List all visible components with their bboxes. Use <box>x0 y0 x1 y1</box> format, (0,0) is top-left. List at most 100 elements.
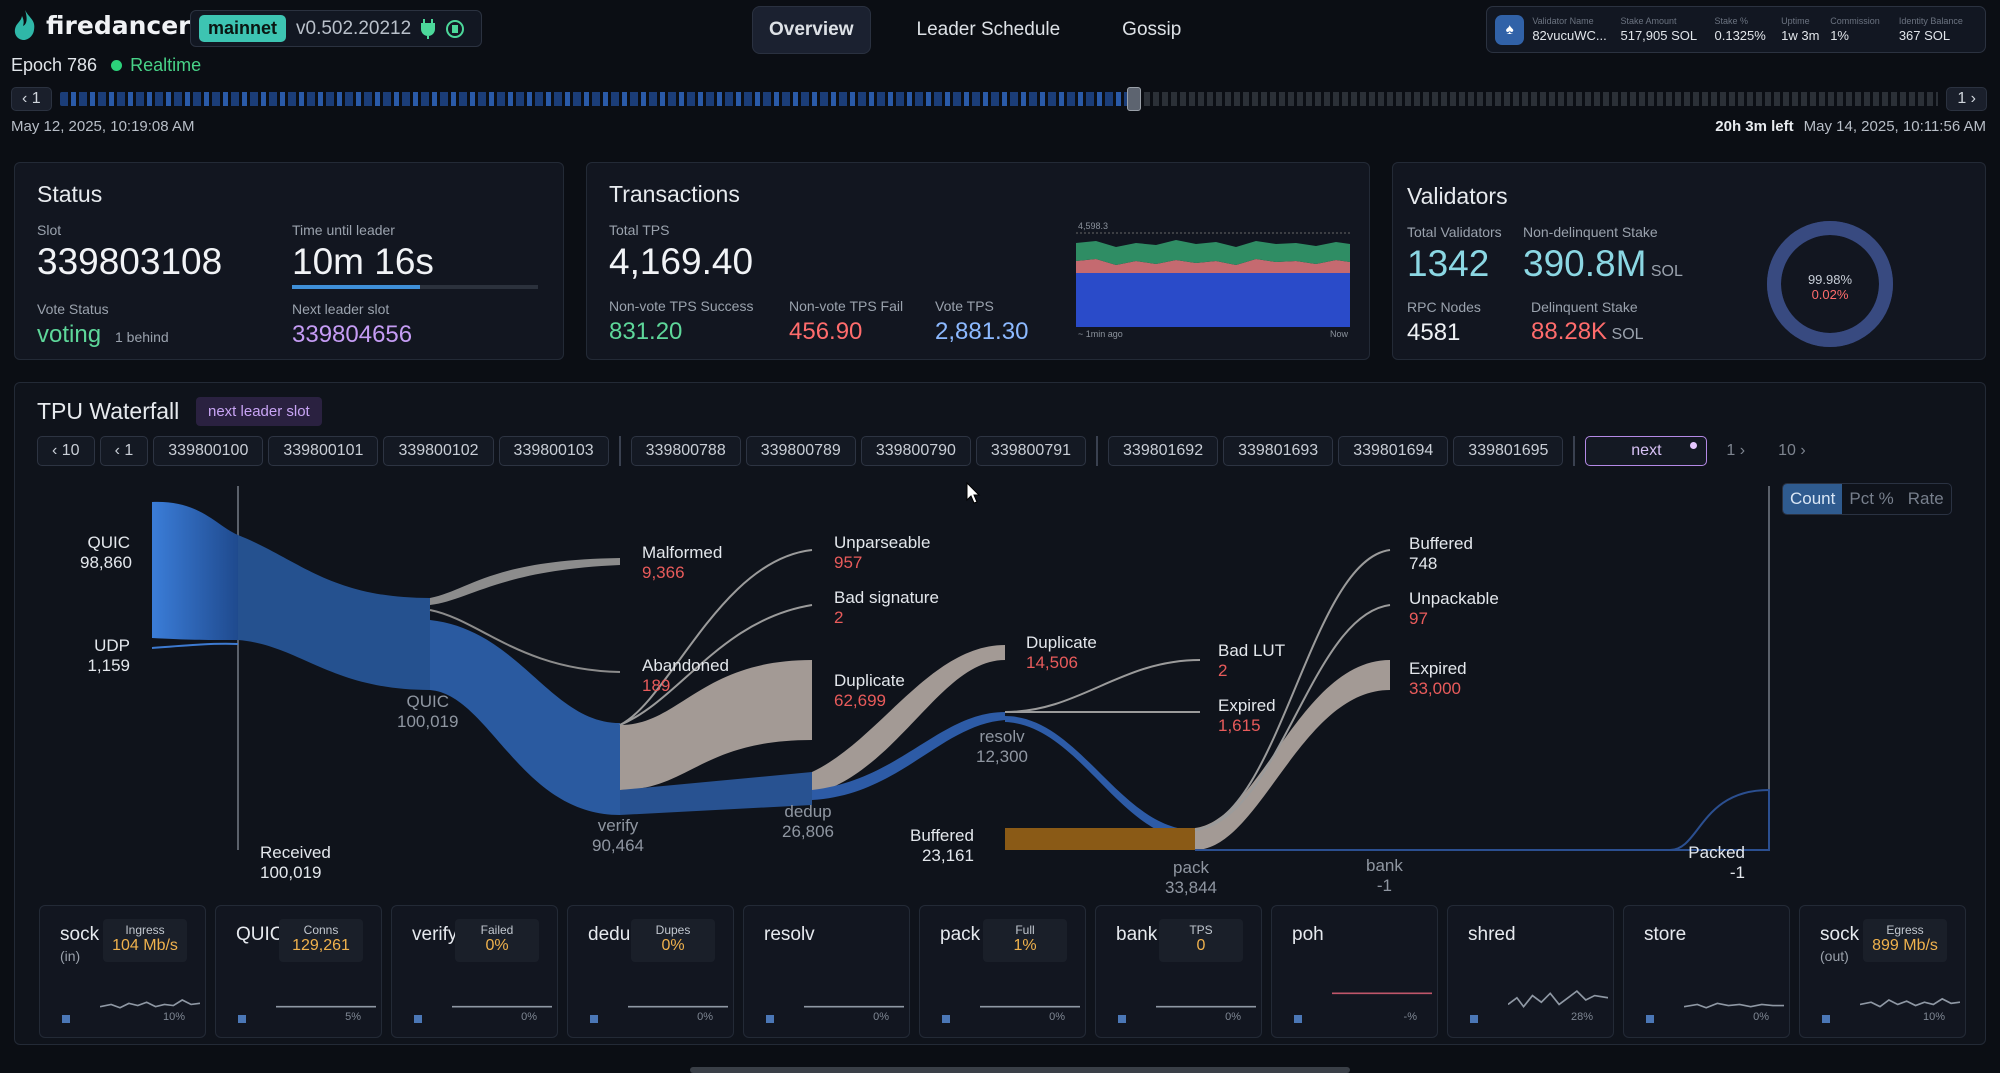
tile-name: sock <box>60 924 100 945</box>
tile-sparkline <box>804 1005 904 1008</box>
tile-bank[interactable]: bank TPS 0 0% <box>1095 905 1262 1038</box>
stake-pct-label: Stake % <box>1714 16 1749 26</box>
tile-metric: Ingress 104 Mb/s <box>103 919 187 962</box>
tile-store[interactable]: store 0% <box>1623 905 1790 1038</box>
identity-balance: 367 SOL <box>1898 28 1951 43</box>
horizontal-scrollbar[interactable] <box>690 1067 1350 1073</box>
mode-pct[interactable]: Pct % <box>1849 489 1894 508</box>
tile-dedup[interactable]: dedup Dupes 0% 0% <box>567 905 734 1038</box>
forward-1-button[interactable]: 1 › <box>1712 436 1759 466</box>
donut-main-label: 99.98% <box>1808 272 1853 287</box>
slot-button[interactable]: 339801695 <box>1453 436 1564 466</box>
slot-button[interactable]: 339800791 <box>975 436 1087 466</box>
slot-button[interactable]: 339800789 <box>745 436 856 466</box>
quic-mid-value: 100,019 <box>397 712 459 731</box>
bad-signature-name: Bad signature <box>834 588 939 607</box>
network-badge[interactable]: mainnet <box>199 15 287 42</box>
back-1-button[interactable]: ‹ 1 <box>99 436 149 466</box>
slot-button[interactable]: 339800103 <box>498 436 609 466</box>
slot-button[interactable]: 339800101 <box>268 436 379 466</box>
chevron-left-icon: ‹ <box>52 442 62 459</box>
sankey-dedup: dedup 26,806 <box>782 802 834 842</box>
udp-in-flow <box>151 642 239 649</box>
tpu-sankey-diagram <box>151 486 1770 851</box>
sankey-expired1: Expired 1,615 <box>1218 696 1276 736</box>
tile-sparkline <box>1684 1002 1784 1009</box>
slot-button[interactable]: 339800100 <box>153 436 264 466</box>
next-leader-button[interactable]: next <box>1585 436 1708 466</box>
status-circle-icon <box>446 19 465 38</box>
tile-metric: Egress 899 Mb/s <box>1863 919 1947 962</box>
slot-button[interactable]: 339801693 <box>1223 436 1334 466</box>
sankey-pack: pack 33,844 <box>1165 858 1217 898</box>
resolv-value: 12,300 <box>976 747 1028 766</box>
slot-button[interactable]: 339801694 <box>1338 436 1449 466</box>
tile-sock[interactable]: sock (in) Ingress 104 Mb/s 10% <box>39 905 206 1038</box>
tile-sparkline <box>1508 990 1608 1009</box>
resolv-to-pack-flow <box>1005 716 1195 840</box>
tile-status-square <box>942 1015 950 1023</box>
tile-poh[interactable]: poh -% <box>1271 905 1438 1038</box>
tile-sparkline <box>628 1005 728 1008</box>
validator-summary[interactable]: ♠ Validator Name 82vucuWC... Stake Amount… <box>1486 6 1986 53</box>
nonvote-fail-label: Non-vote TPS Fail <box>789 298 904 314</box>
leader-countdown-track <box>292 285 538 289</box>
total-tps-value: 4,169.40 <box>609 241 754 282</box>
back-10-button[interactable]: ‹ 10 <box>37 436 95 466</box>
tile-metric-label: Egress <box>1886 923 1924 937</box>
sankey-duplicate2: Duplicate 14,506 <box>1026 633 1097 673</box>
total-validators-value: 1342 <box>1407 243 1490 284</box>
timeline-prev-button[interactable]: ‹ 1 <box>11 87 52 111</box>
slot-button[interactable]: 339801692 <box>1108 436 1219 466</box>
tps-chart-end: Now <box>1329 329 1348 339</box>
tab-overview[interactable]: Overview <box>752 6 871 54</box>
mouse-cursor-icon <box>966 482 981 504</box>
pack-value: 33,844 <box>1165 878 1217 897</box>
timeline-future-slots <box>1134 92 1939 106</box>
tile-pack[interactable]: pack Full 1% 0% <box>919 905 1086 1038</box>
timeline-next-button[interactable]: 1 › <box>1946 87 1987 111</box>
verify-value: 90,464 <box>592 836 644 855</box>
realtime-indicator[interactable]: Realtime <box>111 55 201 76</box>
sankey-udp-in: UDP 1,159 <box>80 636 130 676</box>
mode-rate[interactable]: Rate <box>1907 489 1944 508</box>
slot-button[interactable]: 339800790 <box>860 436 971 466</box>
slot-button[interactable]: 339800788 <box>630 436 741 466</box>
tile-pct: 10% <box>162 1011 185 1023</box>
quic-in-name: QUIC <box>87 533 131 552</box>
tile-sock[interactable]: sock (out) Egress 899 Mb/s 10% <box>1799 905 1966 1038</box>
malformed-value: 9,366 <box>642 563 685 582</box>
tile-status-square <box>1294 1015 1302 1023</box>
nondelinquent-value: 390.8M <box>1523 243 1647 284</box>
transactions-title: Transactions <box>609 181 740 207</box>
pack-name: pack <box>1173 858 1209 877</box>
resolv-name: resolv <box>979 727 1025 746</box>
tile-shred[interactable]: shred 28% <box>1447 905 1614 1038</box>
tile-metric-label: Conns <box>303 923 339 937</box>
dedup-to-resolv-flow <box>812 712 1005 800</box>
app-logo[interactable]: firedancer <box>12 10 190 40</box>
tile-verify[interactable]: verify Failed 0% 0% <box>391 905 558 1038</box>
timeline-track[interactable] <box>59 87 1939 111</box>
stake-amount: 517,905 SOL <box>1620 28 1698 43</box>
tile-sparkline-path <box>1508 990 1608 1009</box>
delinquent-value: 88.28K <box>1531 318 1608 345</box>
firedancer-flame-icon <box>14 10 35 40</box>
expired2-name: Expired <box>1409 659 1467 678</box>
timeline-handle[interactable] <box>1126 87 1141 111</box>
slot-button[interactable]: 339800102 <box>383 436 494 466</box>
forward-1-label: 1 <box>1726 442 1736 459</box>
stake-donut-chart[interactable]: 99.98% 0.02% <box>1765 219 1895 349</box>
tps-history-chart[interactable]: 4,598.3 ~ 1min ago Now <box>1076 221 1350 341</box>
unpackable-value: 97 <box>1409 609 1428 628</box>
verify-duplicate-flow <box>620 660 812 790</box>
tile-quic[interactable]: QUIC Conns 129,261 5% <box>215 905 382 1038</box>
tab-leader-schedule[interactable]: Leader Schedule <box>916 19 1061 40</box>
quic-mid-name: QUIC <box>406 692 449 711</box>
tile-resolv[interactable]: resolv 0% <box>743 905 910 1038</box>
tab-gossip[interactable]: Gossip <box>1122 19 1182 40</box>
tile-status-square <box>766 1015 774 1023</box>
mode-count[interactable]: Count <box>1783 484 1843 514</box>
forward-10-button[interactable]: 10 › <box>1764 436 1820 466</box>
tile-metric-label: Dupes <box>655 923 691 937</box>
